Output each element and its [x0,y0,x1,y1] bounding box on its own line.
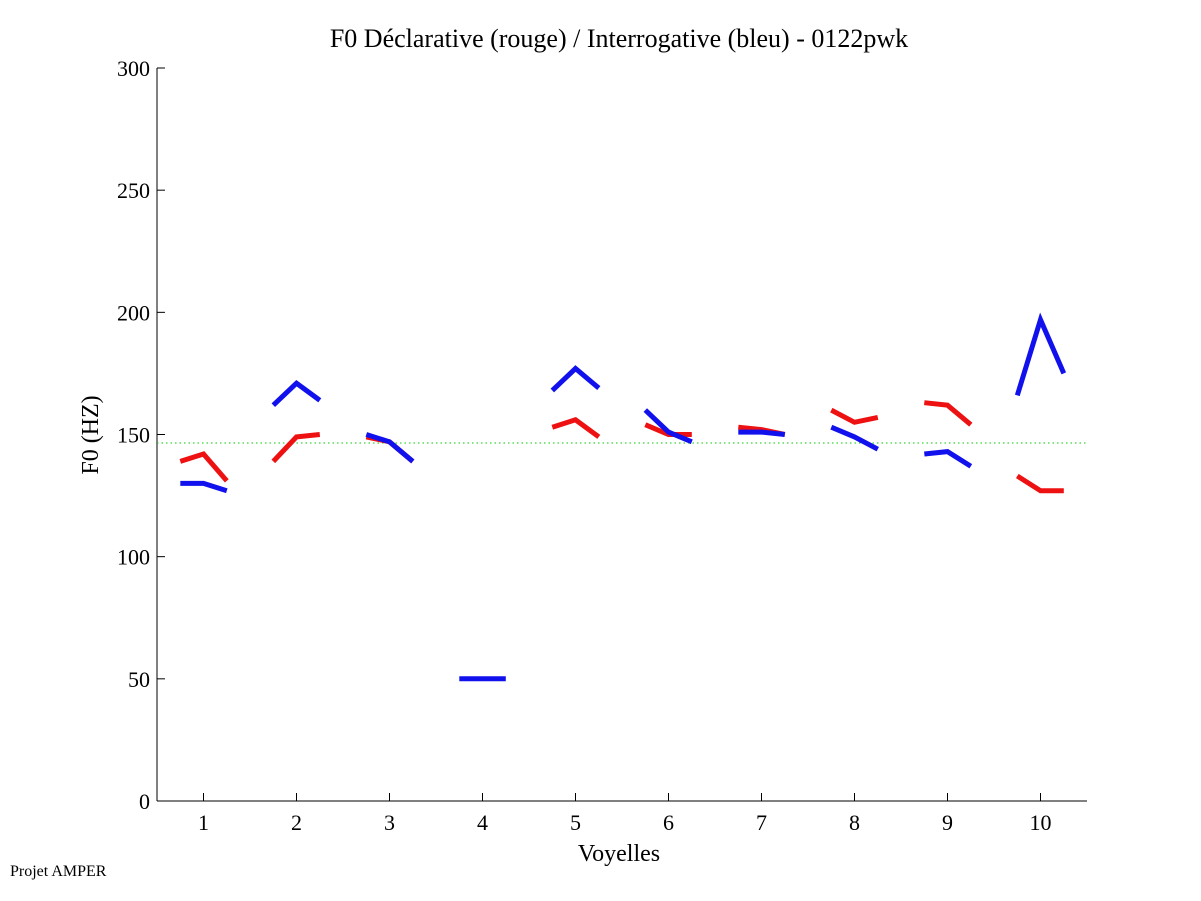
chart-title: F0 Déclarative (rouge) / Interrogative (… [330,24,908,53]
x-tick-label: 9 [942,810,953,835]
declarative-segment-vowel-5 [551,417,601,439]
declarative-segment-vowel-1 [179,451,229,483]
declarative-segment-vowel-9 [924,400,973,427]
y-tick-label: 50 [128,667,150,692]
interrogative-segment-vowel-6 [643,408,693,445]
interrogative-segment-vowel-3 [365,432,415,464]
y-tick-label: 250 [117,178,150,203]
y-tick-label: 200 [117,300,150,325]
x-tick-label: 2 [291,810,302,835]
y-tick-label: 300 [117,56,150,81]
x-axis-label: Voyelles [578,841,660,867]
interrogative-segment-vowel-10 [1014,312,1067,397]
x-tick-label: 3 [384,810,395,835]
x-tick-label: 5 [570,810,581,835]
y-tick-label: 150 [117,423,150,448]
declarative-segment-vowel-8 [830,407,879,425]
x-tick-label: 1 [198,810,209,835]
interrogative-segment-vowel-9 [924,449,973,469]
interrogative-segment-vowel-5 [550,365,601,393]
y-axis-label: F0 (HZ) [78,395,104,474]
interrogative-segment-vowel-1 [180,480,228,494]
interrogative-segment-vowel-2 [271,379,322,408]
x-tick-label: 6 [663,810,674,835]
x-tick-label: 7 [756,810,767,835]
interrogative-segment-vowel-7 [738,429,786,437]
interrogative-segment-vowel-8 [830,424,879,452]
y-tick-label: 0 [139,789,150,814]
footer-credit: Projet AMPER [10,863,107,880]
x-tick-label: 4 [477,810,488,835]
y-tick-label: 100 [117,545,150,570]
x-tick-label: 10 [1030,810,1052,835]
x-tick-label: 8 [849,810,860,835]
declarative-segment-vowel-2 [271,432,321,464]
plot-area: 0 50 100 150 200 250 300 1 2 3 4 5 6 7 8 9 10 [117,56,1087,835]
declarative-segment-vowel-10 [1015,473,1064,494]
